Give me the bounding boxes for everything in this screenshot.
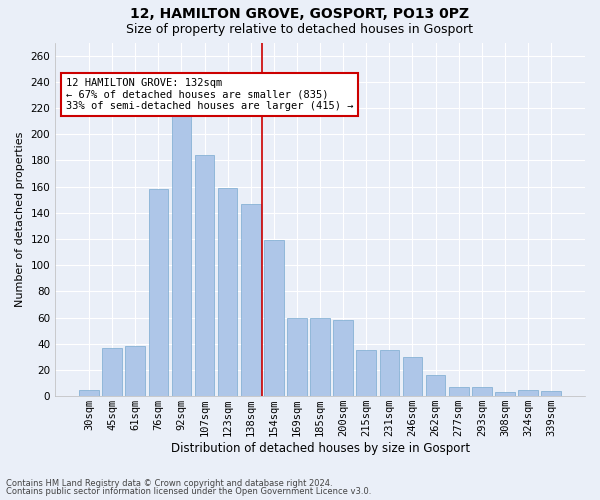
Bar (241, 204, 260, 396)
Bar (403, 357, 422, 396)
Bar (218, 188, 238, 396)
Bar (356, 350, 376, 396)
X-axis label: Distribution of detached houses by size in Gosport: Distribution of detached houses by size … (170, 442, 470, 455)
Bar (79, 390, 99, 396)
Bar (495, 392, 515, 396)
Text: 12 HAMILTON GROVE: 132sqm
← 67% of detached houses are smaller (835)
33% of semi: 12 HAMILTON GROVE: 132sqm ← 67% of detac… (66, 78, 353, 111)
Bar (518, 390, 538, 396)
Bar (449, 387, 469, 396)
Bar (310, 318, 330, 396)
Bar (380, 350, 399, 396)
Bar (172, 113, 191, 396)
Bar (149, 189, 168, 396)
Bar (125, 346, 145, 396)
Bar (472, 387, 491, 396)
Bar (287, 318, 307, 396)
Bar (334, 320, 353, 396)
Y-axis label: Number of detached properties: Number of detached properties (15, 132, 25, 307)
Bar (426, 375, 445, 396)
Bar (103, 348, 122, 396)
Bar (541, 391, 561, 396)
Text: Contains HM Land Registry data © Crown copyright and database right 2024.: Contains HM Land Registry data © Crown c… (6, 478, 332, 488)
Text: Contains public sector information licensed under the Open Government Licence v3: Contains public sector information licen… (6, 487, 371, 496)
Bar (195, 155, 214, 396)
Text: 12, HAMILTON GROVE, GOSPORT, PO13 0PZ: 12, HAMILTON GROVE, GOSPORT, PO13 0PZ (130, 8, 470, 22)
Bar (264, 240, 284, 396)
Text: Size of property relative to detached houses in Gosport: Size of property relative to detached ho… (127, 22, 473, 36)
